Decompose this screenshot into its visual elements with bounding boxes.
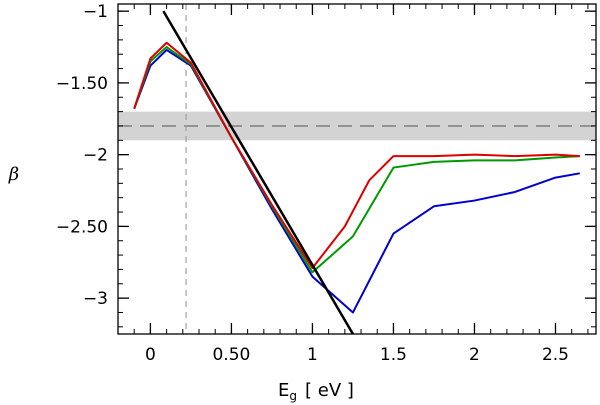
series-group <box>133 10 580 334</box>
plot-frame <box>117 3 597 335</box>
x-tick-label: 2.5 <box>542 345 569 365</box>
y-axis-title: β <box>8 164 19 185</box>
tick-labels-layer: 0 0.50 1 1.5 2 2.5 −1 −1.50 −2 −2.50 −3 <box>56 2 569 365</box>
y-tick-label: −3 <box>83 289 108 309</box>
x-tick-label: 1.5 <box>380 345 407 365</box>
series-layer <box>133 10 580 334</box>
asymptote-line <box>162 10 355 334</box>
y-tick-label: −2 <box>83 146 108 166</box>
y-tick-label: −1.50 <box>56 74 108 94</box>
x-tick-label: 2 <box>469 345 480 365</box>
series-line-1 <box>133 48 580 314</box>
x-axis-title-unit: [ eV ] <box>305 380 354 401</box>
y-tick-label: −2.50 <box>56 217 108 237</box>
axes-layer <box>117 3 597 335</box>
reference-lines-layer <box>118 4 596 334</box>
series-line-3 <box>133 41 580 269</box>
y-tick-label: −1 <box>83 2 108 22</box>
x-axis-title-sub: g <box>289 389 297 403</box>
x-axis-title-main: E <box>278 380 289 401</box>
x-tick-label: 0.50 <box>212 345 250 365</box>
series-line-2 <box>133 46 580 274</box>
x-axis-title: Eg [ eV ] <box>278 380 354 403</box>
x-tick-label: 0 <box>145 345 156 365</box>
x-tick-label: 1 <box>307 345 318 365</box>
